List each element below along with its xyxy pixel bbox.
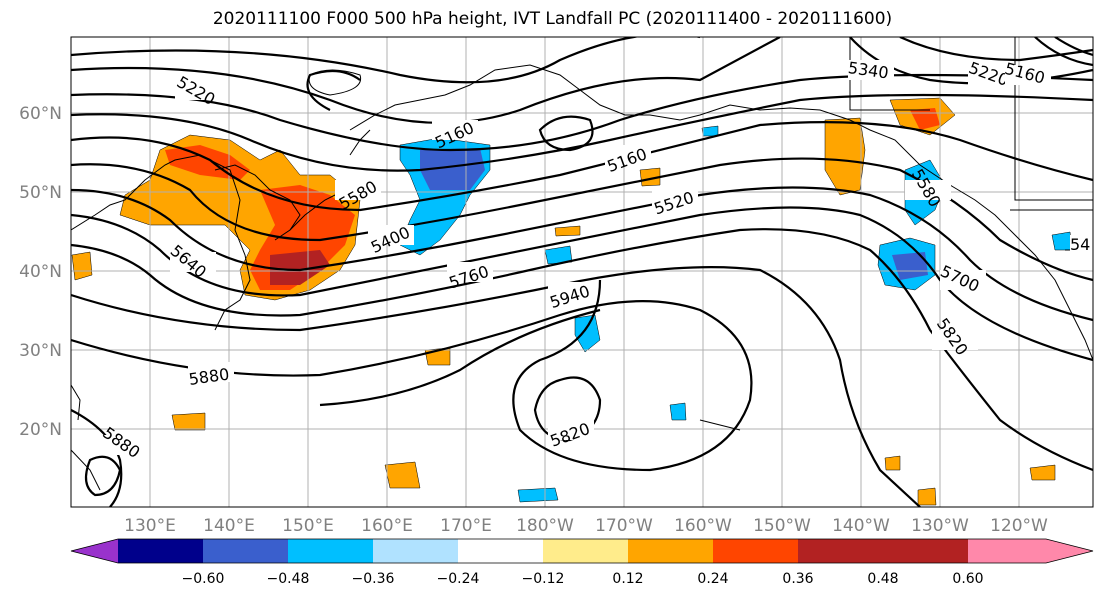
lat-label: 60°N: [19, 104, 62, 124]
colorbar-tick-label: −0.48: [267, 571, 310, 587]
latitude-labels: 60°N 50°N 40°N 30°N 20°N: [19, 104, 62, 440]
longitude-labels: 130°E 140°E 150°E 160°E 170°E 180°W 170°…: [124, 516, 1048, 536]
colorbar-swatch: [543, 539, 628, 563]
colorbar-outline: [70, 538, 1094, 564]
colorbar: −0.60 −0.48 −0.36 −0.24 −0.12 0.12 0.24 …: [70, 538, 1094, 587]
colorbar-swatch: [118, 539, 203, 563]
colorbar-tick-label: 0.60: [952, 571, 983, 587]
colorbar-swatch: [288, 539, 373, 563]
plot-frame: [70, 36, 1094, 508]
colorbar-swatch: [203, 539, 288, 563]
colorbar-tick-label: 0.36: [782, 571, 813, 587]
lon-label: 140°E: [203, 516, 255, 536]
lon-label: 170°E: [440, 516, 492, 536]
colorbar-swatch: [628, 539, 713, 563]
colorbar-swatch: [883, 539, 968, 563]
height-contours: [71, 37, 1093, 507]
colorbar-tick-label: −0.60: [182, 571, 225, 587]
lon-label: 130°E: [124, 516, 176, 536]
ivt-negative-shading: [399, 125, 1073, 503]
lon-label: 130°W: [911, 516, 969, 536]
colorbar-swatch: [458, 539, 543, 563]
colorbar-tick-label: 0.24: [697, 571, 728, 587]
lat-label: 50°N: [19, 183, 62, 203]
colorbar-extend-low: [71, 539, 118, 563]
lon-label: 170°W: [595, 516, 653, 536]
contour-label: 54: [1070, 235, 1090, 254]
colorbar-swatch: [968, 539, 1046, 563]
lon-label: 140°W: [832, 516, 890, 536]
colorbar-tick-label: −0.12: [522, 571, 565, 587]
colorbar-extend-high: [1046, 539, 1093, 563]
map-title: 2020111100 F000 500 hPa height, IVT Land…: [212, 9, 893, 29]
colorbar-tick-label: −0.36: [352, 571, 395, 587]
lat-label: 20°N: [19, 420, 62, 440]
colorbar-swatch: [713, 539, 798, 563]
lon-label: 150°W: [753, 516, 811, 536]
lon-label: 160°W: [674, 516, 732, 536]
colorbar-swatch: [373, 539, 458, 563]
colorbar-tick-label: 0.12: [612, 571, 643, 587]
lat-label: 40°N: [19, 262, 62, 282]
lon-label: 160°E: [361, 516, 413, 536]
ivt-positive-shading: [71, 97, 1056, 506]
lon-label: 120°W: [990, 516, 1048, 536]
lon-label: 150°E: [282, 516, 334, 536]
colorbar-swatch: [798, 539, 883, 563]
lon-label: 180°W: [516, 516, 574, 536]
colorbar-tick-label: 0.48: [867, 571, 898, 587]
lat-label: 30°N: [19, 341, 62, 361]
colorbar-tick-label: −0.24: [437, 571, 480, 587]
